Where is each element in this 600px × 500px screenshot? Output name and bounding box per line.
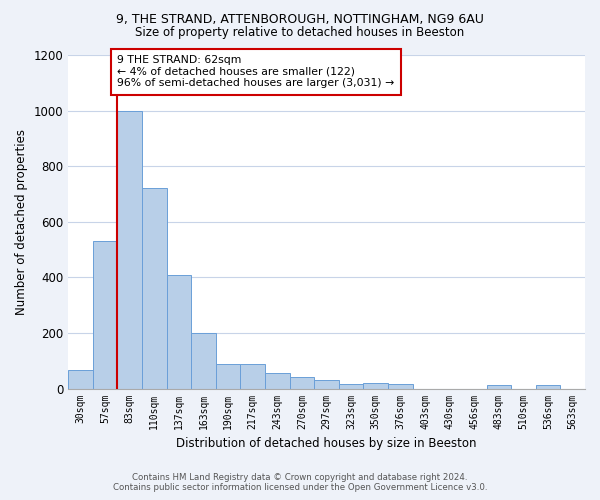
Bar	[167, 274, 191, 388]
Bar	[290, 378, 314, 388]
Bar	[118, 110, 142, 388]
Bar	[314, 380, 339, 388]
Bar	[388, 384, 413, 388]
Bar	[216, 364, 241, 388]
Bar	[536, 385, 560, 388]
Bar	[487, 385, 511, 388]
Text: 9, THE STRAND, ATTENBOROUGH, NOTTINGHAM, NG9 6AU: 9, THE STRAND, ATTENBOROUGH, NOTTINGHAM,…	[116, 12, 484, 26]
Bar	[265, 372, 290, 388]
Bar	[241, 364, 265, 388]
Bar	[339, 384, 364, 388]
Bar	[191, 333, 216, 388]
Bar	[93, 241, 118, 388]
X-axis label: Distribution of detached houses by size in Beeston: Distribution of detached houses by size …	[176, 437, 477, 450]
Bar	[142, 188, 167, 388]
Text: Size of property relative to detached houses in Beeston: Size of property relative to detached ho…	[136, 26, 464, 39]
Text: Contains HM Land Registry data © Crown copyright and database right 2024.
Contai: Contains HM Land Registry data © Crown c…	[113, 473, 487, 492]
Bar	[364, 383, 388, 388]
Bar	[68, 370, 93, 388]
Text: 9 THE STRAND: 62sqm
← 4% of detached houses are smaller (122)
96% of semi-detach: 9 THE STRAND: 62sqm ← 4% of detached hou…	[118, 55, 395, 88]
Y-axis label: Number of detached properties: Number of detached properties	[15, 129, 28, 315]
